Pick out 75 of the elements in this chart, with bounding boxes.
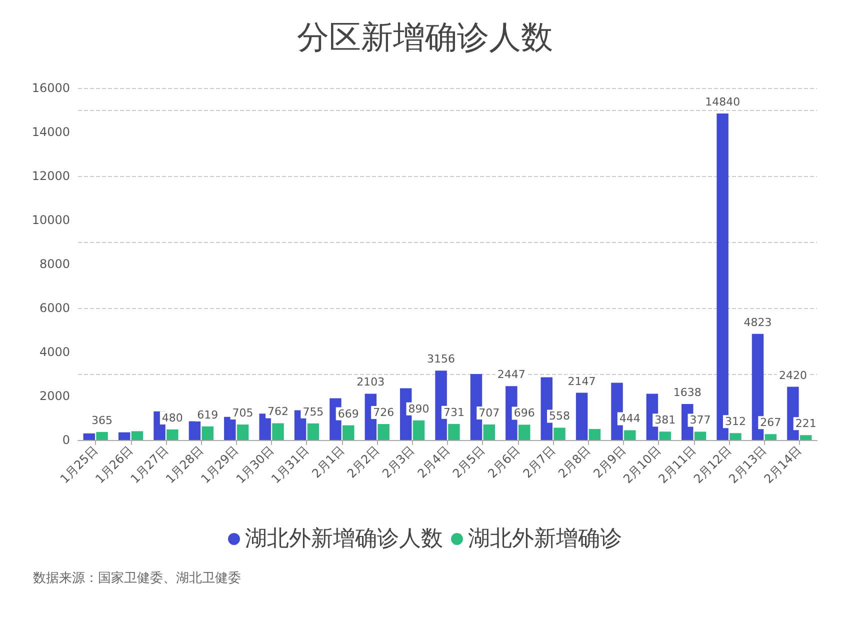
x-tick-label: 2月3日 [380,443,418,481]
data-label: 14840 [705,96,740,109]
y-tick-label: 4000 [39,345,70,359]
bar [202,426,214,440]
data-label: 707 [478,406,500,420]
x-tick-label: 2月6日 [485,443,523,481]
legend-label: 湖北外新增确诊 [468,526,622,552]
data-label: 1638 [673,386,702,399]
data-label: 2420 [778,368,807,382]
data-label: 705 [232,406,254,420]
chart-title: 分区新增确诊人数 [297,18,553,56]
data-label: 762 [268,405,288,418]
data-label: 558 [549,410,570,423]
bar [378,424,390,440]
data-label: 755 [302,405,324,418]
data-label: 365 [92,414,113,427]
x-tick-label: 2月8日 [556,443,594,481]
bar [83,433,96,440]
y-tick-label: 8000 [39,257,70,271]
bar [624,430,636,440]
data-label: 890 [408,402,430,416]
bar [412,420,425,440]
bar [576,392,588,440]
bar [166,429,178,440]
y-tick-label: 0 [62,433,70,447]
x-tick-label: 2月7日 [520,443,558,481]
x-tick-label: 2月1日 [309,443,347,481]
data-label: 377 [690,414,711,427]
data-label: 221 [795,417,816,430]
bar [118,432,130,440]
bar [483,424,496,440]
data-label: 267 [760,416,782,430]
bar [236,424,249,440]
x-tick-label: 2月5日 [450,443,488,481]
bar [188,421,201,440]
data-label: 2103 [356,376,385,389]
data-label: 2447 [497,368,526,382]
bar [800,435,812,440]
bar [554,428,566,440]
data-label: 4823 [744,316,772,329]
bar [259,414,271,440]
bar [588,429,601,440]
bar [730,433,742,440]
y-tick-label: 2000 [39,389,70,403]
bar [659,432,671,440]
bar [694,432,706,440]
bar [342,425,354,440]
data-label: 381 [654,414,676,427]
x-tick-label: 2月4日 [414,443,452,481]
source-note: 数据来源：国家卫健委、湖北卫健委 [33,570,241,586]
x-tick-label: 2月2日 [344,443,382,481]
bar [518,424,530,440]
y-tick-label: 16000 [32,81,70,95]
data-label: 669 [338,407,359,420]
bar [131,431,144,440]
y-tick-label: 10000 [32,213,70,227]
data-label: 444 [619,412,640,426]
data-label: 619 [197,408,218,422]
y-tick-label: 12000 [32,169,70,183]
bar [272,423,284,440]
bar [307,423,320,440]
data-label: 2147 [568,374,596,388]
data-label: 731 [443,406,464,419]
data-label: 726 [373,406,394,420]
data-label: 480 [162,411,183,424]
data-label: 696 [514,406,535,420]
bar [764,434,777,440]
legend-label: 湖北外新增确诊人数 [245,526,443,552]
bar [96,432,108,440]
data-label: 312 [724,415,746,428]
data-label: 3156 [427,352,456,366]
y-tick-label: 6000 [39,301,70,315]
y-tick-label: 14000 [32,125,70,139]
bar [224,416,236,440]
bar [448,424,460,440]
